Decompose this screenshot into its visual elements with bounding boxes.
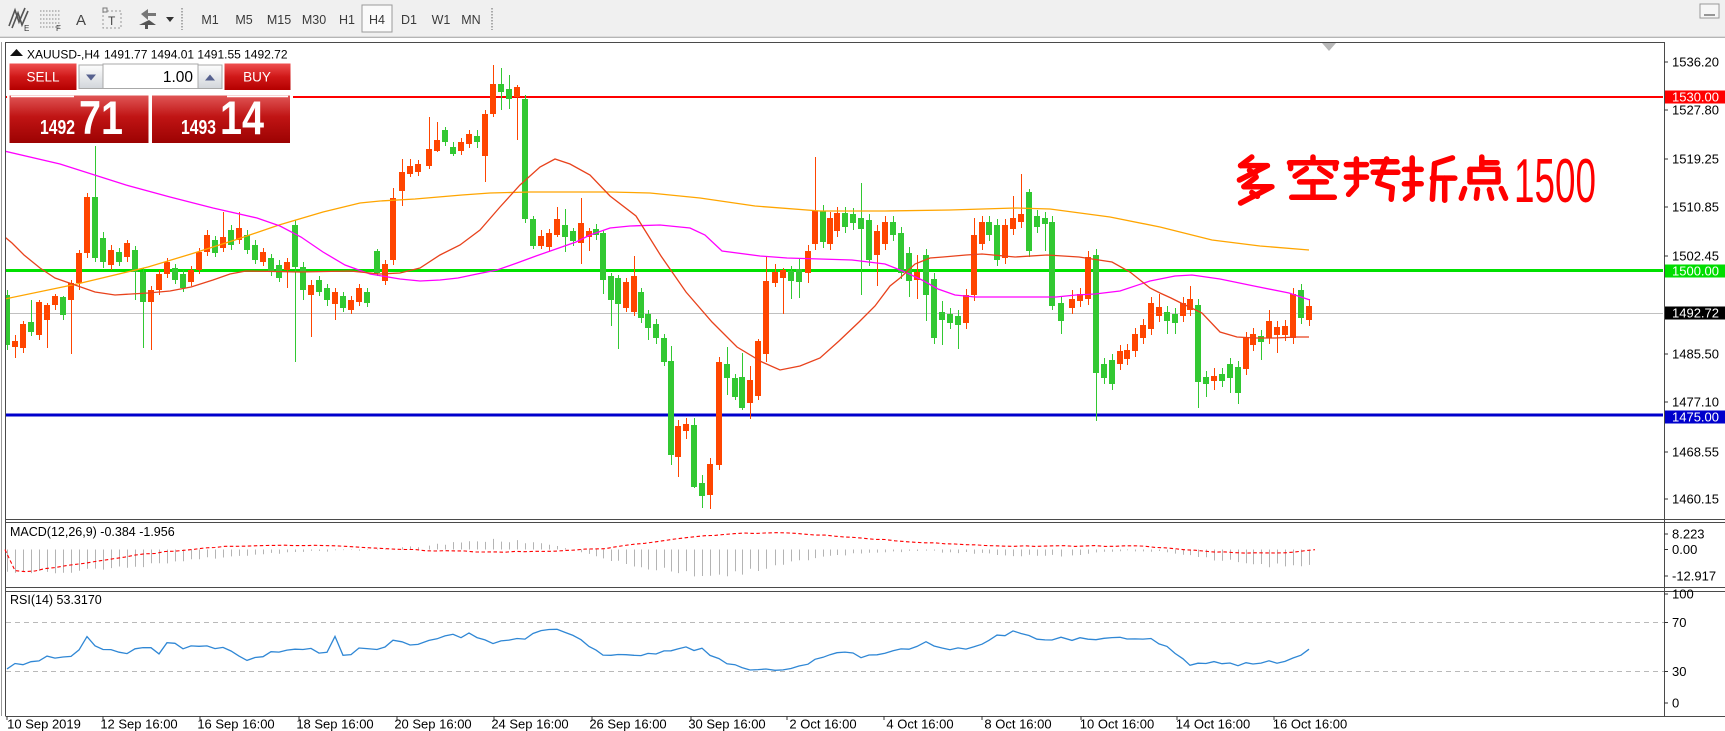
svg-text:H1: H1: [339, 13, 355, 27]
svg-text:-12.917: -12.917: [1672, 569, 1716, 584]
svg-text:MACD(12,26,9) -0.384 -1.956: MACD(12,26,9) -0.384 -1.956: [10, 525, 175, 539]
svg-text:100: 100: [1672, 587, 1694, 602]
svg-text:1475.00: 1475.00: [1672, 410, 1719, 425]
svg-text:30: 30: [1672, 664, 1686, 679]
svg-text:1493: 1493: [181, 117, 216, 139]
svg-text:1536.20: 1536.20: [1672, 55, 1719, 70]
svg-text:1477.10: 1477.10: [1672, 395, 1719, 410]
svg-text:8 Oct 16:00: 8 Oct 16:00: [984, 717, 1051, 731]
svg-text:M15: M15: [267, 13, 291, 27]
svg-text:4 Oct 16:00: 4 Oct 16:00: [886, 717, 953, 731]
svg-text:1500: 1500: [1514, 147, 1596, 216]
svg-text:14 Oct 16:00: 14 Oct 16:00: [1176, 717, 1250, 731]
svg-text:71: 71: [79, 91, 123, 144]
svg-text:MN: MN: [461, 13, 480, 27]
svg-text:RSI(14) 53.3170: RSI(14) 53.3170: [10, 593, 102, 607]
svg-text:M30: M30: [302, 13, 326, 27]
svg-text:0.00: 0.00: [1672, 542, 1697, 557]
svg-text:18 Sep 16:00: 18 Sep 16:00: [296, 717, 373, 731]
svg-text:1468.55: 1468.55: [1672, 445, 1719, 460]
svg-text:A: A: [76, 12, 86, 29]
svg-text:12 Sep 16:00: 12 Sep 16:00: [100, 717, 177, 731]
svg-text:2 Oct 16:00: 2 Oct 16:00: [789, 717, 856, 731]
svg-text:F: F: [56, 24, 61, 33]
svg-text:70: 70: [1672, 615, 1686, 630]
svg-text:0: 0: [1672, 696, 1679, 711]
svg-text:1502.45: 1502.45: [1672, 249, 1719, 264]
svg-text:M1: M1: [201, 13, 218, 27]
svg-text:1.00: 1.00: [163, 69, 194, 86]
svg-text:1460.15: 1460.15: [1672, 492, 1719, 507]
svg-text:30 Sep 16:00: 30 Sep 16:00: [688, 717, 765, 731]
svg-text:T: T: [108, 14, 116, 28]
svg-text:W1: W1: [432, 13, 451, 27]
svg-text:20 Sep 16:00: 20 Sep 16:00: [394, 717, 471, 731]
svg-text:BUY: BUY: [243, 70, 271, 85]
svg-text:E: E: [24, 24, 29, 33]
svg-text:D1: D1: [401, 13, 417, 27]
svg-text:XAUUSD-,H4: XAUUSD-,H4: [27, 48, 100, 62]
svg-text:14: 14: [220, 91, 264, 144]
svg-text:1530.00: 1530.00: [1672, 90, 1719, 105]
svg-text:16 Sep 16:00: 16 Sep 16:00: [197, 717, 274, 731]
svg-text:10 Sep 2019: 10 Sep 2019: [7, 717, 81, 731]
svg-text:SELL: SELL: [26, 70, 60, 85]
svg-text:26 Sep 16:00: 26 Sep 16:00: [589, 717, 666, 731]
svg-text:10 Oct 16:00: 10 Oct 16:00: [1080, 717, 1154, 731]
svg-text:1485.50: 1485.50: [1672, 347, 1719, 362]
svg-text:8.223: 8.223: [1672, 527, 1705, 542]
svg-text:1519.25: 1519.25: [1672, 152, 1719, 167]
svg-text:M5: M5: [235, 13, 252, 27]
svg-text:1527.80: 1527.80: [1672, 103, 1719, 118]
svg-text:1510.85: 1510.85: [1672, 200, 1719, 215]
svg-text:1492.72: 1492.72: [1672, 306, 1719, 321]
svg-text:H4: H4: [369, 13, 385, 27]
svg-text:16 Oct 16:00: 16 Oct 16:00: [1273, 717, 1347, 731]
svg-text:24 Sep 16:00: 24 Sep 16:00: [491, 717, 568, 731]
svg-text:1500.00: 1500.00: [1672, 264, 1719, 279]
svg-text:1491.77 1494.01 1491.55 1492.7: 1491.77 1494.01 1491.55 1492.72: [104, 48, 288, 62]
svg-text:1492: 1492: [40, 117, 75, 139]
